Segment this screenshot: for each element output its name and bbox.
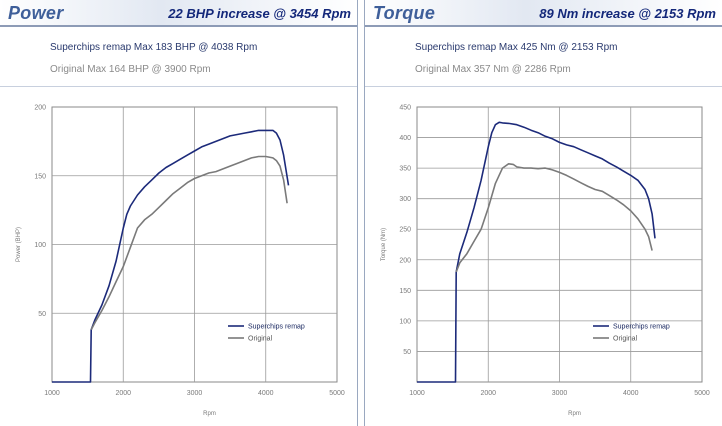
torque-separator [365,86,722,87]
torque-header: Torque 89 Nm increase @ 2153 Rpm [365,0,722,27]
torque-series-remap-line [417,121,656,383]
power-original-summary: Original Max 164 BHP @ 3900 Rpm [50,64,211,75]
torque-y-tick-label: 300 [399,196,411,203]
torque-chart: 1000 2000 3000 4000 5000 50 100 150 200 250 300 350… [381,105,710,418]
torque-headline: 89 Nm increase @ 2153 Rpm [539,6,716,21]
torque-x-tick-label: 3000 [552,390,568,397]
power-y-tick-label: 50 [38,311,46,318]
power-remap-summary: Superchips remap Max 183 BHP @ 4038 Rpm [50,42,258,53]
power-series-original-line [90,155,288,331]
torque-y-tick-label: 450 [399,105,411,112]
power-legend-label: Superchips remap [248,324,305,331]
power-legend-label: Original [248,336,273,343]
power-y-tick-label: 100 [34,242,46,249]
power-x-tick-label: 1000 [44,390,60,397]
power-series-remap-line [52,129,290,383]
torque-original-summary: Original Max 357 Nm @ 2286 Rpm [415,64,571,75]
power-chart: 1000 2000 3000 4000 5000 50 100 150 200 Rpm Power … [16,105,345,418]
power-x-tick-label: 3000 [187,390,203,397]
torque-y-tick-label: 50 [403,349,411,356]
torque-series-original-line [455,163,653,273]
torque-y-tick-label: 400 [399,135,411,142]
power-x-tick-label: 5000 [329,390,345,397]
torque-x-tick-label: 1000 [409,390,425,397]
power-x-axis-label: Rpm [203,411,216,417]
power-y-axis-label: Power (BHP) [16,227,22,262]
torque-remap-summary: Superchips remap Max 425 Nm @ 2153 Rpm [415,42,618,53]
torque-y-tick-label: 350 [399,166,411,173]
power-title: Power [8,3,64,23]
power-y-tick-label: 150 [34,173,46,180]
torque-y-tick-label: 200 [399,257,411,264]
torque-y-tick-label: 250 [399,227,411,234]
power-headline: 22 BHP increase @ 3454 Rpm [168,6,351,21]
power-separator [0,86,357,87]
torque-y-tick-label: 100 [399,318,411,325]
torque-title: Torque [373,3,436,23]
torque-panel: Torque 89 Nm increase @ 2153 Rpm Superch… [364,0,722,426]
power-y-tick-label: 200 [34,105,46,112]
torque-x-tick-label: 2000 [480,390,496,397]
torque-x-tick-label: 5000 [694,390,710,397]
torque-legend-label: Original [613,336,638,343]
power-header: Power 22 BHP increase @ 3454 Rpm [0,0,357,27]
torque-y-axis-label: Torque (Nm) [381,228,387,261]
torque-x-axis-label: Rpm [568,411,581,417]
power-x-tick-label: 4000 [258,390,274,397]
power-panel: Power 22 BHP increase @ 3454 Rpm Superch… [0,0,358,426]
torque-legend-label: Superchips remap [613,324,670,331]
torque-x-tick-label: 4000 [623,390,639,397]
torque-y-tick-label: 150 [399,288,411,295]
power-x-tick-label: 2000 [115,390,131,397]
